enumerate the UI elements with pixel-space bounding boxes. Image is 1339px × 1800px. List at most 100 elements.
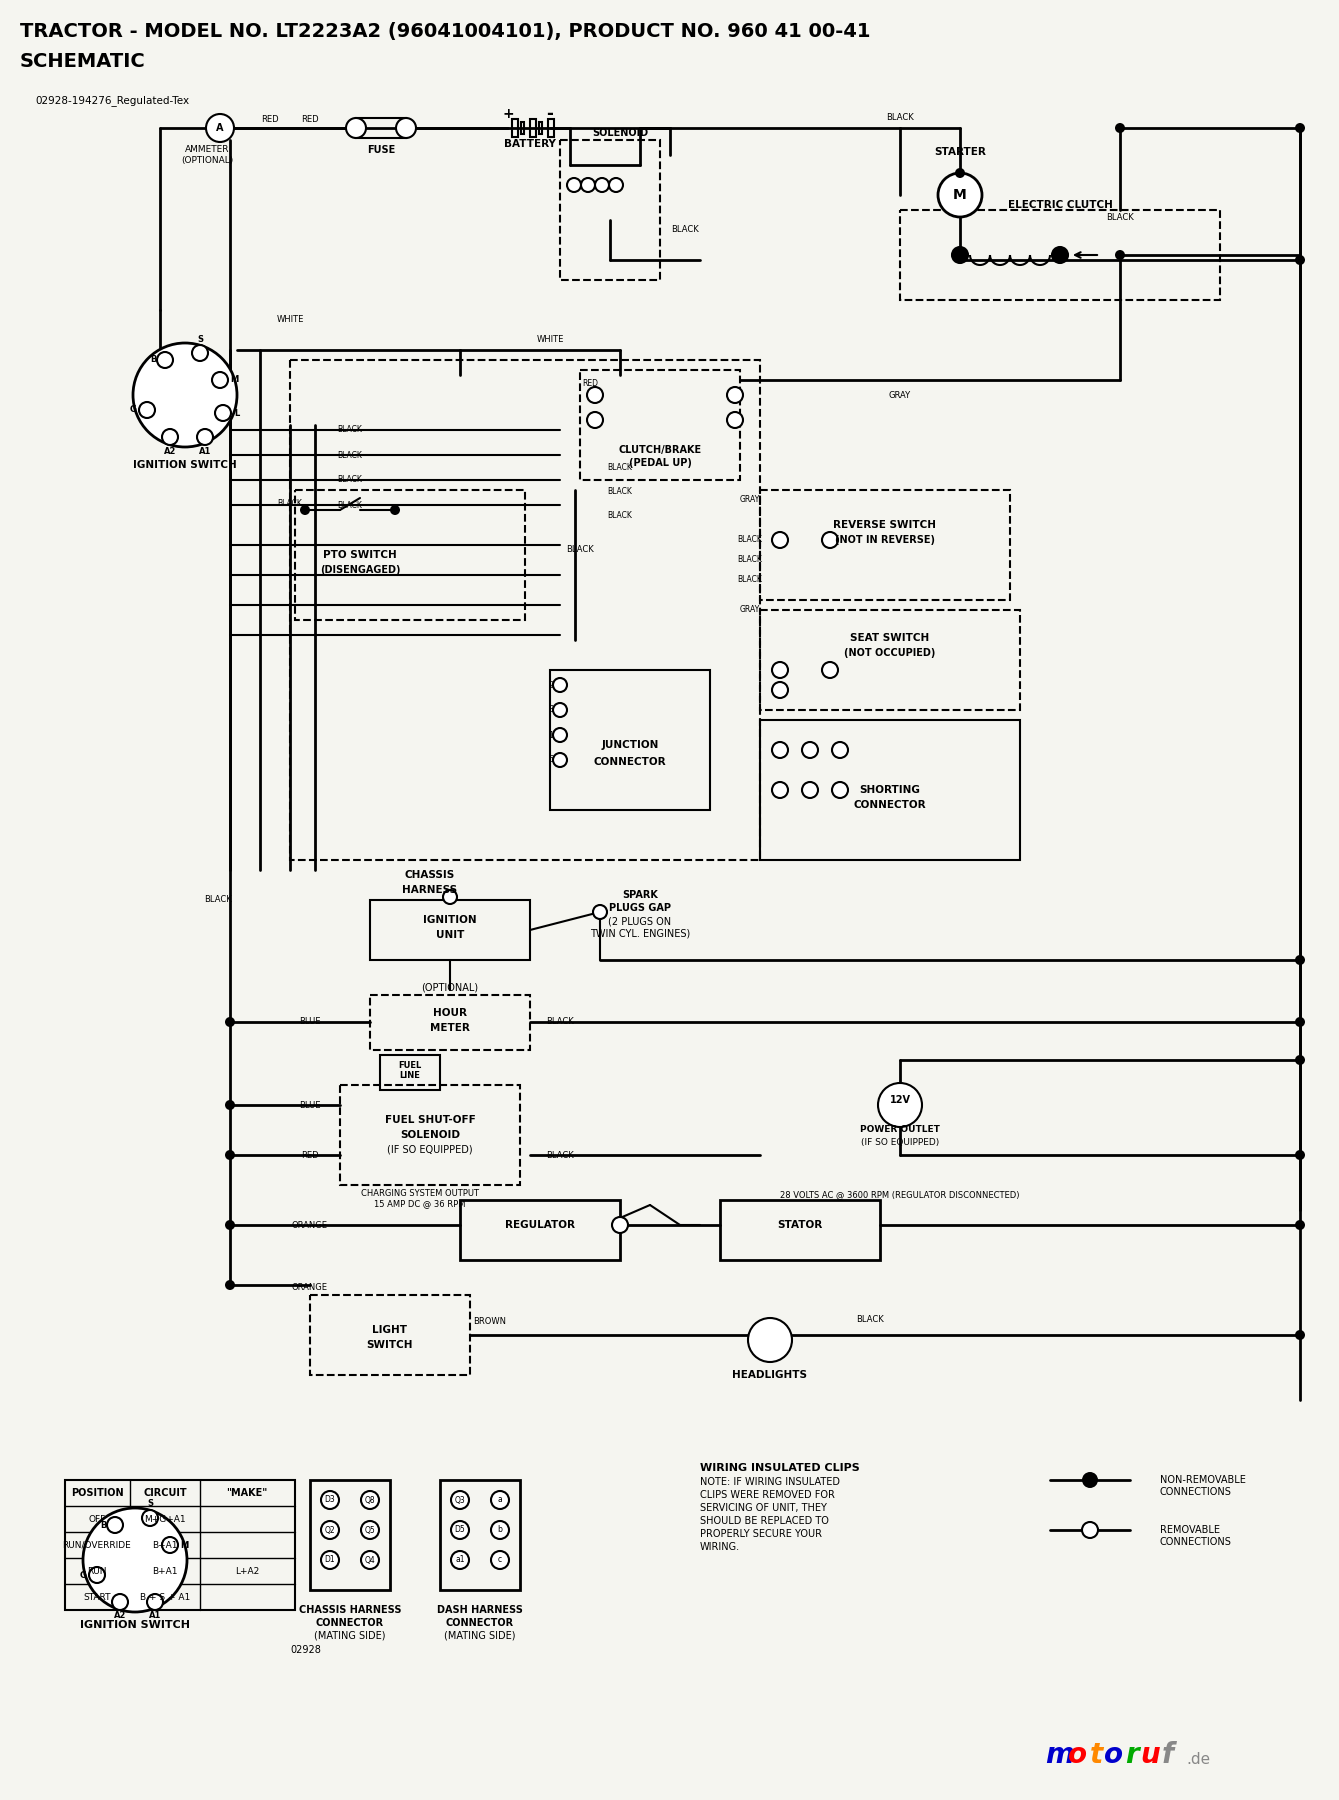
Text: M: M [230, 376, 238, 385]
Text: (DISENGAGED): (DISENGAGED) [320, 565, 400, 574]
Text: RUN: RUN [87, 1566, 107, 1575]
Text: BLACK: BLACK [671, 225, 699, 234]
Text: 15 AMP DC @ 36 RPM: 15 AMP DC @ 36 RPM [374, 1199, 466, 1208]
Text: TRACTOR - MODEL NO. LT2223A2 (96041004101), PRODUCT NO. 960 41 00-41: TRACTOR - MODEL NO. LT2223A2 (9604100410… [20, 22, 870, 41]
Text: B: B [150, 356, 157, 364]
Text: RED: RED [582, 378, 599, 387]
Circle shape [802, 781, 818, 797]
Circle shape [225, 1100, 236, 1111]
Bar [550, 670, 710, 810]
Circle shape [609, 178, 623, 193]
Text: (2 PLUGS ON: (2 PLUGS ON [608, 916, 672, 925]
Bar [441, 1480, 520, 1589]
Text: M: M [953, 187, 967, 202]
Text: SOLENOID: SOLENOID [592, 128, 648, 139]
Text: M: M [179, 1541, 187, 1550]
Text: IGNITION SWITCH: IGNITION SWITCH [80, 1620, 190, 1631]
Text: BLACK: BLACK [608, 488, 632, 497]
Text: REGULATOR: REGULATOR [505, 1220, 574, 1229]
Text: M+G+A1: M+G+A1 [145, 1514, 186, 1523]
Text: B: B [100, 1521, 106, 1530]
Circle shape [1295, 1220, 1306, 1229]
Text: BLACK: BLACK [856, 1316, 884, 1325]
Text: c: c [498, 1555, 502, 1564]
Text: -: - [546, 104, 553, 122]
Bar [370, 995, 530, 1049]
Bar [521, 122, 524, 133]
Bar [530, 119, 536, 137]
Circle shape [955, 167, 965, 178]
Text: HEADLIGHTS: HEADLIGHTS [732, 1370, 807, 1381]
Circle shape [586, 387, 603, 403]
Text: SEAT SWITCH: SEAT SWITCH [850, 634, 929, 643]
Circle shape [1295, 1017, 1306, 1028]
Circle shape [553, 727, 566, 742]
Text: A1: A1 [198, 446, 212, 455]
Circle shape [773, 662, 787, 679]
Circle shape [321, 1521, 339, 1539]
Text: FUEL SHUT-OFF: FUEL SHUT-OFF [384, 1114, 475, 1125]
Text: .de: .de [1186, 1753, 1210, 1768]
Bar [295, 490, 525, 619]
Text: BLACK: BLACK [738, 576, 762, 585]
Text: S: S [197, 335, 204, 344]
Circle shape [1115, 250, 1125, 259]
Text: JUNCTION: JUNCTION [601, 740, 659, 751]
Text: a1: a1 [455, 1555, 465, 1564]
Bar [761, 610, 1020, 709]
Circle shape [162, 428, 178, 445]
Text: GRAY: GRAY [740, 605, 761, 614]
Bar [580, 371, 740, 481]
Text: Q4: Q4 [364, 1555, 375, 1564]
Circle shape [112, 1595, 129, 1609]
Text: WIRING.: WIRING. [700, 1543, 740, 1552]
Text: G: G [79, 1570, 87, 1580]
Text: WHITE: WHITE [537, 335, 564, 344]
Circle shape [612, 1217, 628, 1233]
Text: WHITE: WHITE [276, 315, 304, 324]
Text: SHORTING: SHORTING [860, 785, 920, 796]
Text: ELECTRIC CLUTCH: ELECTRIC CLUTCH [1007, 200, 1113, 211]
Text: 2: 2 [549, 680, 553, 689]
Circle shape [107, 1517, 123, 1534]
Text: ORANGE: ORANGE [292, 1220, 328, 1229]
Bar [761, 490, 1010, 599]
Circle shape [451, 1552, 469, 1570]
Text: b: b [498, 1526, 502, 1534]
Text: CONNECTOR: CONNECTOR [316, 1618, 384, 1627]
Text: DASH HARNESS: DASH HARNESS [437, 1606, 524, 1615]
Text: IGNITION SWITCH: IGNITION SWITCH [133, 461, 237, 470]
Text: (OPTIONAL): (OPTIONAL) [422, 983, 478, 994]
Text: 02928-194276_Regulated-Tex: 02928-194276_Regulated-Tex [35, 95, 189, 106]
Text: OFF: OFF [88, 1514, 106, 1523]
Text: m: m [1046, 1741, 1074, 1769]
Bar [540, 122, 542, 133]
Text: (PEDAL UP): (PEDAL UP) [628, 457, 691, 468]
Text: STATOR: STATOR [778, 1220, 822, 1229]
Text: L: L [234, 409, 240, 418]
Circle shape [878, 1084, 923, 1127]
Text: HOUR: HOUR [432, 1008, 467, 1019]
Bar [720, 1201, 880, 1260]
Text: Q8: Q8 [364, 1496, 375, 1505]
Text: PTO SWITCH: PTO SWITCH [323, 551, 396, 560]
Text: B+A1: B+A1 [153, 1566, 178, 1575]
Text: D1: D1 [324, 1555, 335, 1564]
Text: NON-REMOVABLE: NON-REMOVABLE [1160, 1474, 1245, 1485]
Text: BLUE: BLUE [299, 1100, 321, 1109]
Text: BLACK: BLACK [738, 536, 762, 544]
Text: Q5: Q5 [364, 1526, 375, 1534]
Circle shape [939, 173, 981, 218]
Circle shape [553, 679, 566, 691]
Text: (MATING SIDE): (MATING SIDE) [445, 1631, 516, 1642]
Text: 02928: 02928 [291, 1645, 321, 1654]
Text: BLUE: BLUE [299, 1017, 321, 1026]
Bar [461, 1201, 620, 1260]
Text: CLIPS WERE REMOVED FOR: CLIPS WERE REMOVED FOR [700, 1490, 836, 1499]
Text: PLUGS GAP: PLUGS GAP [609, 904, 671, 913]
Text: A1: A1 [149, 1611, 161, 1620]
Circle shape [362, 1552, 379, 1570]
Text: SERVICING OF UNIT, THEY: SERVICING OF UNIT, THEY [700, 1503, 828, 1514]
Circle shape [773, 742, 787, 758]
Circle shape [225, 1150, 236, 1159]
